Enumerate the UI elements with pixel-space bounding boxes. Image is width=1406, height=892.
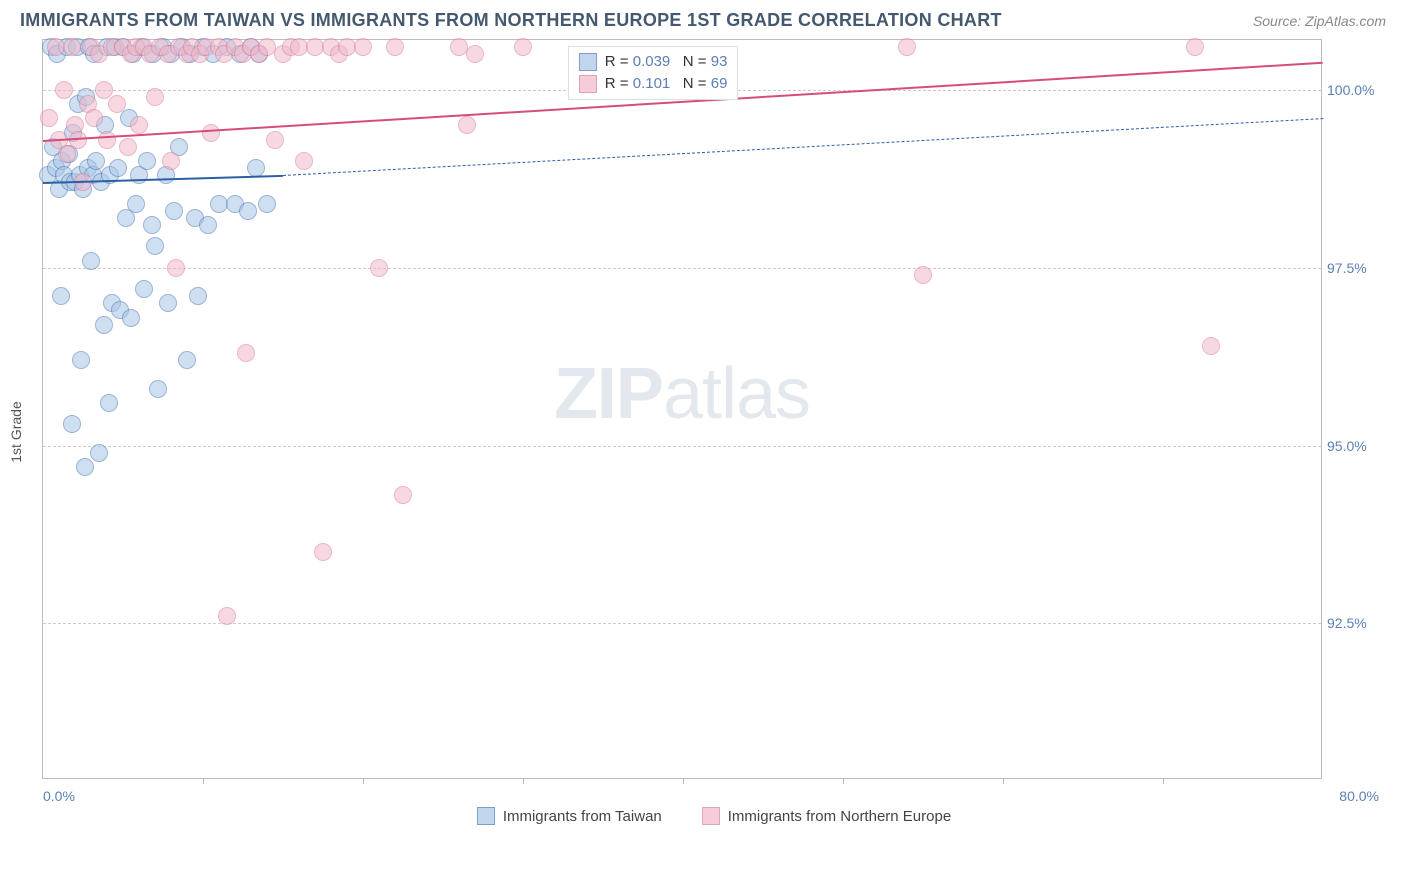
scatter-point bbox=[514, 38, 532, 56]
scatter-point bbox=[149, 380, 167, 398]
y-tick-label: 100.0% bbox=[1327, 82, 1379, 98]
legend-label: Immigrants from Taiwan bbox=[503, 808, 662, 825]
scatter-point bbox=[90, 444, 108, 462]
scatter-point bbox=[247, 159, 265, 177]
scatter-point bbox=[119, 138, 137, 156]
scatter-plot: ZIPatlas 92.5%95.0%97.5%100.0%0.0%80.0%R… bbox=[42, 39, 1322, 779]
scatter-point bbox=[135, 280, 153, 298]
scatter-point bbox=[138, 152, 156, 170]
scatter-point bbox=[146, 237, 164, 255]
legend-swatch bbox=[579, 53, 597, 71]
x-tick bbox=[1163, 778, 1164, 784]
scatter-point bbox=[159, 294, 177, 312]
scatter-point bbox=[130, 116, 148, 134]
scatter-point bbox=[76, 458, 94, 476]
scatter-point bbox=[458, 116, 476, 134]
y-tick-label: 97.5% bbox=[1327, 260, 1379, 276]
scatter-point bbox=[95, 316, 113, 334]
scatter-point bbox=[100, 394, 118, 412]
chart-title: IMMIGRANTS FROM TAIWAN VS IMMIGRANTS FRO… bbox=[20, 10, 1002, 31]
source-label: Source: ZipAtlas.com bbox=[1253, 13, 1386, 29]
x-tick bbox=[363, 778, 364, 784]
legend-label: Immigrants from Northern Europe bbox=[728, 808, 951, 825]
legend-swatch bbox=[477, 807, 495, 825]
scatter-point bbox=[63, 38, 81, 56]
x-tick bbox=[523, 778, 524, 784]
stats-legend-row: R = 0.101 N = 69 bbox=[579, 73, 728, 95]
scatter-point bbox=[72, 351, 90, 369]
scatter-point bbox=[40, 109, 58, 127]
legend-stats-text: R = 0.101 N = 69 bbox=[605, 73, 728, 95]
x-axis-min-label: 0.0% bbox=[43, 788, 75, 804]
scatter-point bbox=[146, 88, 164, 106]
legend-swatch bbox=[579, 75, 597, 93]
scatter-point bbox=[127, 195, 145, 213]
scatter-point bbox=[386, 38, 404, 56]
scatter-point bbox=[189, 287, 207, 305]
scatter-point bbox=[1202, 337, 1220, 355]
gridline bbox=[43, 623, 1321, 624]
x-tick bbox=[1003, 778, 1004, 784]
x-tick bbox=[203, 778, 204, 784]
stats-legend: R = 0.039 N = 93R = 0.101 N = 69 bbox=[568, 46, 739, 100]
legend-item: Immigrants from Taiwan bbox=[477, 807, 662, 825]
y-tick-label: 95.0% bbox=[1327, 438, 1379, 454]
scatter-point bbox=[295, 152, 313, 170]
gridline bbox=[43, 268, 1321, 269]
trend-line bbox=[283, 118, 1323, 176]
scatter-point bbox=[914, 266, 932, 284]
legend-item: Immigrants from Northern Europe bbox=[702, 807, 951, 825]
gridline bbox=[43, 446, 1321, 447]
scatter-point bbox=[52, 287, 70, 305]
scatter-point bbox=[239, 202, 257, 220]
scatter-point bbox=[370, 259, 388, 277]
scatter-point bbox=[167, 259, 185, 277]
legend-swatch bbox=[702, 807, 720, 825]
scatter-point bbox=[394, 486, 412, 504]
scatter-point bbox=[162, 152, 180, 170]
watermark: ZIPatlas bbox=[554, 353, 810, 435]
legend-stats-text: R = 0.039 N = 93 bbox=[605, 51, 728, 73]
scatter-point bbox=[85, 109, 103, 127]
scatter-point bbox=[63, 415, 81, 433]
bottom-legend: Immigrants from Taiwan Immigrants from No… bbox=[42, 807, 1386, 825]
scatter-point bbox=[218, 607, 236, 625]
scatter-point bbox=[354, 38, 372, 56]
scatter-point bbox=[82, 252, 100, 270]
chart-container: 1st Grade ZIPatlas 92.5%95.0%97.5%100.0%… bbox=[42, 39, 1386, 825]
scatter-point bbox=[266, 131, 284, 149]
scatter-point bbox=[178, 351, 196, 369]
stats-legend-row: R = 0.039 N = 93 bbox=[579, 51, 728, 73]
scatter-point bbox=[898, 38, 916, 56]
scatter-point bbox=[98, 131, 116, 149]
scatter-point bbox=[314, 543, 332, 561]
x-tick bbox=[683, 778, 684, 784]
scatter-point bbox=[108, 95, 126, 113]
y-tick-label: 92.5% bbox=[1327, 615, 1379, 631]
scatter-point bbox=[466, 45, 484, 63]
y-axis-label: 1st Grade bbox=[8, 401, 24, 462]
x-tick bbox=[843, 778, 844, 784]
scatter-point bbox=[202, 124, 220, 142]
scatter-point bbox=[237, 344, 255, 362]
scatter-point bbox=[143, 216, 161, 234]
scatter-point bbox=[87, 152, 105, 170]
scatter-point bbox=[165, 202, 183, 220]
scatter-point bbox=[199, 216, 217, 234]
scatter-point bbox=[1186, 38, 1204, 56]
scatter-point bbox=[122, 309, 140, 327]
scatter-point bbox=[258, 195, 276, 213]
scatter-point bbox=[55, 81, 73, 99]
scatter-point bbox=[109, 159, 127, 177]
x-axis-max-label: 80.0% bbox=[1339, 788, 1379, 804]
